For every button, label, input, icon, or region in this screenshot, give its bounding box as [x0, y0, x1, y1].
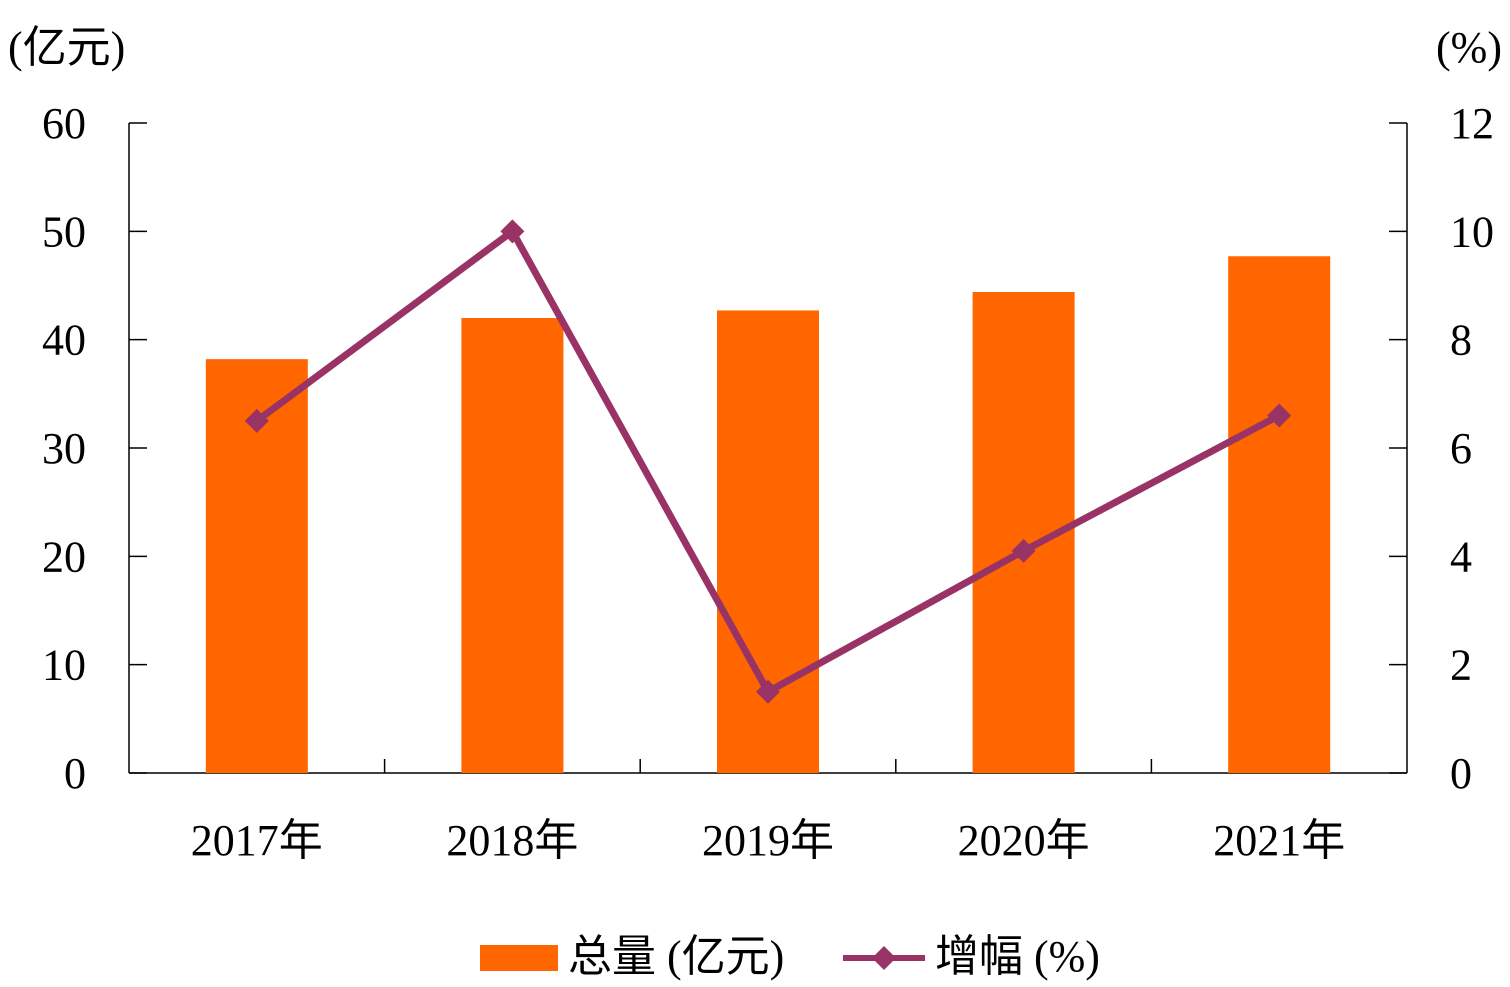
x-axis-tick-label: 2021年	[1213, 816, 1345, 865]
left-axis-tick-label: 20	[42, 532, 86, 581]
line-series	[244, 219, 1292, 704]
axes: 0 10 20 30 40 50 60 0 2 4 6 8 10 12 2017年 2018年 2019年 202…	[42, 99, 1494, 865]
line-point	[1267, 403, 1292, 428]
bar	[1228, 256, 1331, 773]
left-axis-tick-label: 10	[42, 641, 86, 690]
x-axis-tick-label: 2018年	[446, 816, 578, 865]
left-axis-unit-label: (亿元)	[8, 23, 125, 72]
right-axis-tick-label: 6	[1450, 424, 1472, 473]
legend: 总量 (亿元) 增幅 (%)	[480, 932, 1100, 981]
right-axis-tick-label: 0	[1450, 749, 1472, 798]
right-axis-tick-label: 2	[1450, 641, 1472, 690]
right-axis-unit-label: (%)	[1436, 23, 1502, 72]
right-axis-tick-label: 8	[1450, 316, 1472, 365]
bar-series	[205, 256, 1331, 773]
x-axis-tick-label: 2020年	[958, 816, 1090, 865]
left-axis-tick-label: 40	[42, 316, 86, 365]
line-point	[756, 679, 780, 704]
right-axis-tick-label: 10	[1450, 207, 1494, 256]
line-point	[244, 408, 269, 433]
left-axis-tick-label: 0	[64, 749, 86, 798]
line-point	[500, 219, 525, 244]
x-axis-tick-label: 2019年	[702, 816, 834, 865]
x-axis-tick-label: 2017年	[191, 816, 323, 865]
legend-label-bar: 总量 (亿元)	[568, 932, 784, 981]
right-axis-tick-label: 4	[1450, 532, 1472, 581]
left-axis-tick-label: 50	[42, 207, 86, 256]
axis-labels: (亿元) (%)	[8, 23, 1502, 72]
left-axis-tick-label: 60	[42, 99, 86, 148]
line-point	[1011, 538, 1036, 563]
left-axis-tick-label: 30	[42, 424, 86, 473]
legend-swatch-marker	[872, 946, 896, 970]
legend-swatch-bar	[480, 945, 558, 971]
bar	[461, 318, 564, 773]
legend-label-line: 增幅 (%)	[935, 932, 1100, 981]
right-axis-tick-label: 12	[1450, 99, 1494, 148]
